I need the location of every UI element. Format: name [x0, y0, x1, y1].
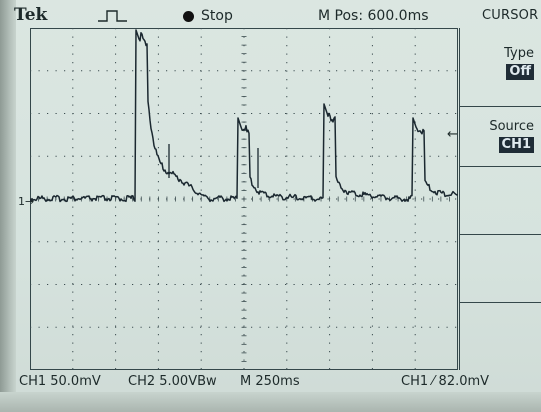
horizontal-position-readout: M Pos: 600.0ms — [318, 8, 429, 24]
ch1-waveform-trace — [30, 29, 458, 203]
graticule — [30, 28, 458, 370]
ch1-scale-readout: CH1 50.0mV — [19, 374, 101, 389]
timebase-readout: M 250ms — [240, 374, 300, 389]
side-menu-empty-slot-4[interactable] — [460, 234, 541, 303]
side-menu-type-label: Type — [504, 46, 534, 61]
pulse-trigger-icon — [98, 10, 127, 22]
side-menu-source-label: Source — [489, 119, 534, 134]
run-state-indicator-icon — [183, 11, 194, 22]
center-ticks — [30, 28, 450, 362]
side-menu-type-button[interactable]: Type Off — [460, 28, 541, 106]
run-state-label: Stop — [201, 8, 233, 24]
side-menu-type-value: Off — [506, 64, 534, 80]
side-menu-empty-slot-3[interactable] — [460, 166, 541, 235]
ch1-ground-marker: 1→ — [18, 195, 35, 208]
side-menu-empty-slot-5[interactable] — [460, 302, 541, 371]
side-menu-source-value: CH1 — [498, 137, 534, 153]
ch2-scale-readout: CH2 5.00VBw — [128, 374, 217, 389]
trigger-readout: CH1 ⁄ 82.0mV — [401, 374, 490, 389]
side-menu-source-button[interactable]: Source CH1 — [460, 106, 541, 167]
side-menu: Type Off Source CH1 — [459, 28, 541, 370]
brand-logo: Tek — [14, 5, 48, 25]
menu-title: CURSOR — [482, 8, 539, 23]
screen-bezel-left — [0, 0, 16, 412]
screen-bezel-bottom — [0, 392, 541, 412]
trigger-level-arrow-icon: ← — [447, 127, 458, 142]
